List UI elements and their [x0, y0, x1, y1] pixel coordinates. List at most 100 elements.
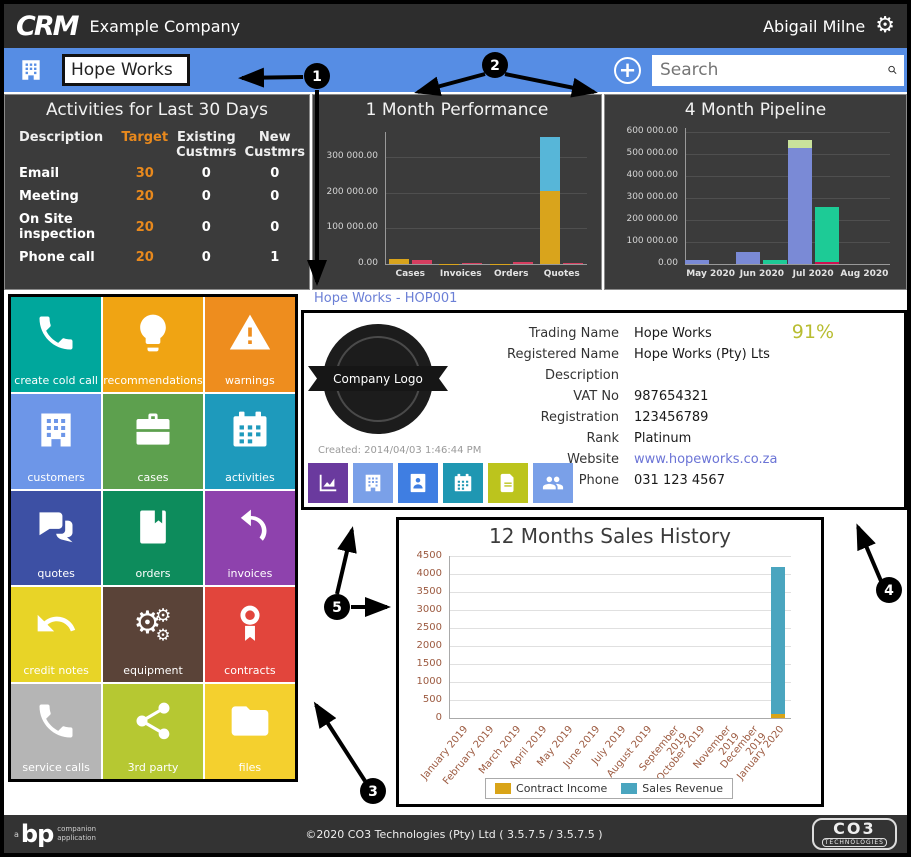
people-button[interactable]	[533, 463, 573, 503]
field-label: Phone	[578, 473, 619, 488]
activities-table: Description Target Existing Custmrs New Cus…	[5, 128, 309, 269]
tile-invoices[interactable]: invoices	[204, 490, 295, 586]
customer-field-row: Registered Name Hope Works (Pty) Lts	[464, 344, 824, 365]
y-axis-tick: 1000	[416, 676, 442, 687]
magnifier-icon[interactable]	[887, 60, 898, 80]
tile-orders[interactable]: orders	[103, 490, 203, 586]
bar-segment-secondary	[563, 262, 584, 264]
x-axis-label: Orders	[494, 269, 529, 279]
sales-history-title: 12 Months Sales History	[488, 524, 731, 548]
y-axis-tick: 2000	[416, 640, 442, 651]
bar-segment-pipeline-cap	[787, 140, 812, 148]
sales-history-panel: 12 Months Sales History 0 500 1000 1500 2000…	[396, 517, 824, 807]
chat-bubbles-icon	[39, 512, 73, 543]
book-icon	[140, 510, 166, 544]
activities-button[interactable]	[443, 463, 483, 503]
share-icon	[136, 702, 170, 739]
tile-files[interactable]: files	[204, 684, 295, 779]
lightbulb-icon	[140, 315, 166, 352]
tile-label: cases	[137, 470, 169, 484]
plus-circle-icon[interactable]: +	[614, 56, 641, 84]
tile-3rd-party[interactable]: 3rd party	[103, 684, 203, 779]
customer-field-row: Trading Name Hope Works	[464, 323, 824, 344]
building-icon[interactable]	[18, 57, 44, 83]
y-axis-tick: 600 000.00	[626, 126, 678, 137]
bar-segment-amount-base	[540, 190, 561, 264]
bar-segment-pipeline-won	[763, 260, 788, 264]
one-month-performance-chart: 0.00 100 000.00 200 000.00 300 000.00 Cases I…	[313, 120, 601, 288]
bar-segment-Sales-Revenue	[770, 566, 785, 715]
four-month-pipeline-chart: 0.00 100 000.00 200 000.00 300 000.00 400 00…	[605, 120, 906, 288]
svg-text:⚙: ⚙	[134, 605, 162, 641]
field-label: VAT No	[573, 389, 619, 404]
contacts-button[interactable]	[398, 463, 438, 503]
tile-create-cold-call[interactable]: create cold call	[11, 297, 102, 392]
customer-record-link[interactable]: Hope Works - HOP001	[314, 291, 458, 306]
documents-button[interactable]	[488, 463, 528, 503]
tile-credit-notes[interactable]: credit notes	[11, 587, 102, 683]
ribbon-icon	[240, 605, 260, 641]
activities-col-header: New Custmrs	[244, 130, 305, 160]
pipeline-chart-title: 4 Month Pipeline	[684, 100, 827, 120]
tile-label: files	[238, 761, 262, 774]
app-header: CRM Example Company Abigail Milne ⚙	[4, 4, 907, 48]
tile-label: quotes	[37, 567, 75, 581]
tile-label: 3rd party	[127, 761, 179, 774]
customer-field-row: Website www.hopeworks.co.za	[464, 449, 824, 470]
sales-chart-button[interactable]	[308, 463, 348, 503]
x-axis-label: Aug 2020	[840, 269, 889, 279]
four-month-pipeline-panel: 4 Month Pipeline 0.00 100 000.00 200 000.0…	[604, 94, 907, 290]
activities-row: Phone call 20 0 1	[19, 250, 280, 265]
field-value: 987654321	[634, 389, 709, 404]
bar-segment-Contract-Income	[770, 714, 785, 718]
field-value[interactable]: www.hopeworks.co.za	[634, 452, 778, 467]
y-axis-tick: 1500	[416, 658, 442, 669]
tile-equipment[interactable]: ⚙ ⚙ ⚙ equipment	[103, 587, 203, 683]
y-axis-tick: 400 000.00	[626, 170, 678, 181]
people-icon	[542, 476, 564, 490]
tile-label: activities	[225, 470, 275, 484]
search-input[interactable]	[652, 60, 887, 80]
tile-contracts[interactable]: contracts	[204, 587, 295, 683]
svg-text:⚙: ⚙	[156, 625, 171, 644]
score-percentage: 91%	[791, 321, 834, 343]
phone-icon	[39, 316, 73, 350]
customer-button[interactable]	[353, 463, 393, 503]
tile-cases[interactable]: cases	[103, 393, 203, 489]
x-axis-label: May 2020	[686, 269, 736, 279]
tile-recommendations[interactable]: recommendations	[103, 297, 203, 392]
tile-label: orders	[135, 567, 171, 581]
gear-icon[interactable]: ⚙	[875, 13, 895, 38]
dashboard-row: Activities for Last 30 Days Description T…	[4, 94, 907, 290]
calendar-icon	[233, 411, 267, 447]
x-axis-label: Jul 2020	[792, 269, 834, 279]
bar-segment-amount-top	[540, 137, 561, 191]
building-icon	[41, 413, 71, 447]
field-value: Hope Works (Pty) Lts	[634, 347, 770, 362]
bar-segment-secondary	[512, 262, 533, 264]
customer-field-row: Phone 031 123 4567	[464, 470, 824, 491]
area-chart-icon	[319, 474, 337, 492]
gears-icon: ⚙⚙⚙	[134, 605, 172, 644]
y-axis-tick: 100 000.00	[326, 222, 378, 233]
tile-quotes[interactable]: quotes	[11, 490, 102, 586]
briefcase-icon	[136, 413, 170, 445]
customer-action-buttons	[308, 463, 573, 503]
field-value: 031 123 4567	[634, 473, 725, 488]
customer-search-input[interactable]	[62, 54, 190, 86]
y-axis-tick: 500	[422, 694, 442, 705]
activities-row: Meeting 20 0 0	[19, 189, 280, 204]
bar-segment-pipeline-won	[814, 207, 839, 263]
bar-segment-pipeline-lost	[814, 262, 839, 264]
tile-label: recommendations	[103, 373, 203, 387]
tile-customers[interactable]: customers	[11, 393, 102, 489]
y-axis-tick: 300 000.00	[326, 150, 378, 161]
svg-text:⚙: ⚙	[155, 605, 171, 626]
undo-arrow-icon	[37, 614, 76, 632]
tile-service-calls[interactable]: service calls	[11, 684, 102, 779]
tile-activities[interactable]: activities	[204, 393, 295, 489]
field-label: Description	[544, 368, 619, 383]
tile-warnings[interactable]: warnings	[204, 297, 295, 392]
bar-segment-pipeline-main	[787, 147, 812, 264]
